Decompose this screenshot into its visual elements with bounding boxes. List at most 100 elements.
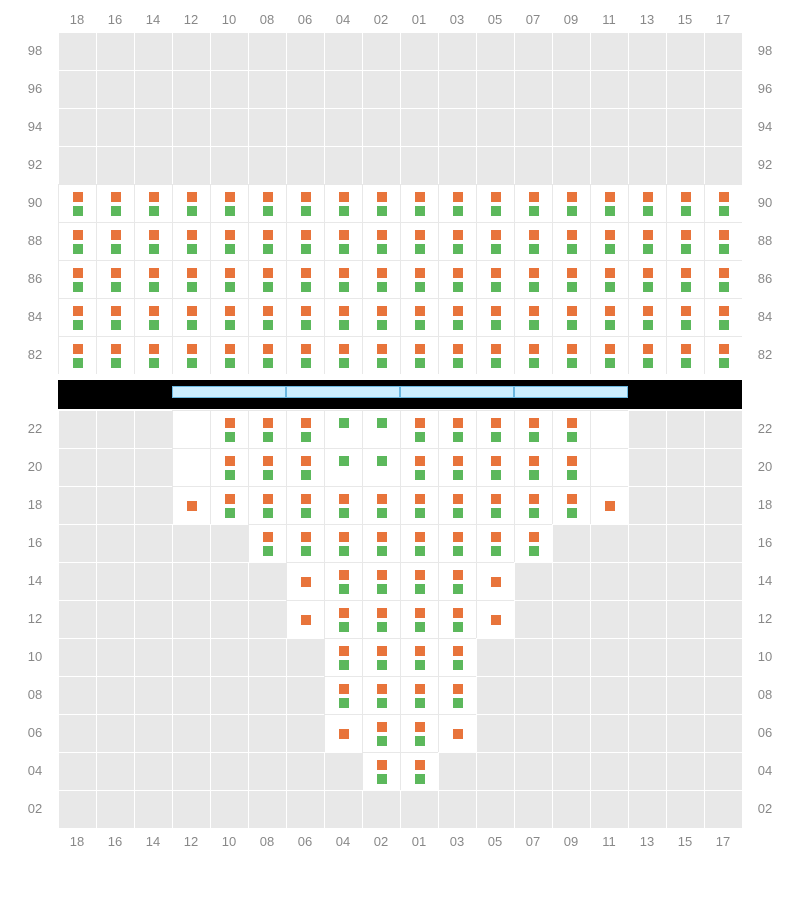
seat-cell[interactable] [400,752,438,790]
seat-cell[interactable] [362,562,400,600]
seat-cell[interactable] [514,448,552,486]
seat-cell[interactable] [134,184,172,222]
seat-cell[interactable] [514,260,552,298]
seat-cell[interactable] [590,448,628,486]
seat-cell[interactable] [552,448,590,486]
seat-cell[interactable] [58,260,96,298]
seat-cell[interactable] [286,260,324,298]
seat-cell[interactable] [362,298,400,336]
seat-cell[interactable] [400,336,438,374]
seat-cell[interactable] [134,222,172,260]
seat-cell[interactable] [400,676,438,714]
seat-cell[interactable] [476,336,514,374]
seat-cell[interactable] [134,260,172,298]
seat-cell[interactable] [666,260,704,298]
seat-cell[interactable] [248,410,286,448]
seat-cell[interactable] [628,336,666,374]
seat-cell[interactable] [514,298,552,336]
seat-cell[interactable] [324,638,362,676]
seat-cell[interactable] [438,600,476,638]
seat-cell[interactable] [476,562,514,600]
seat-cell[interactable] [134,336,172,374]
seat-cell[interactable] [438,714,476,752]
seat-cell[interactable] [438,184,476,222]
seat-cell[interactable] [96,222,134,260]
seat-cell[interactable] [590,410,628,448]
seat-cell[interactable] [400,562,438,600]
seat-cell[interactable] [172,336,210,374]
seat-cell[interactable] [400,260,438,298]
seat-cell[interactable] [438,638,476,676]
seat-cell[interactable] [210,260,248,298]
seat-cell[interactable] [324,486,362,524]
seat-cell[interactable] [362,524,400,562]
seat-cell[interactable] [590,184,628,222]
seat-cell[interactable] [248,336,286,374]
seat-cell[interactable] [476,524,514,562]
seat-cell[interactable] [324,676,362,714]
seat-cell[interactable] [628,298,666,336]
seat-cell[interactable] [362,600,400,638]
seat-cell[interactable] [666,184,704,222]
seat-cell[interactable] [552,184,590,222]
seat-cell[interactable] [248,298,286,336]
seat-cell[interactable] [704,222,742,260]
seat-cell[interactable] [552,222,590,260]
seat-cell[interactable] [248,486,286,524]
seat-cell[interactable] [400,524,438,562]
seat-cell[interactable] [628,222,666,260]
seat-cell[interactable] [514,222,552,260]
seat-cell[interactable] [96,260,134,298]
seat-cell[interactable] [666,336,704,374]
seat-cell[interactable] [210,336,248,374]
seat-cell[interactable] [286,486,324,524]
seat-cell[interactable] [58,184,96,222]
seat-cell[interactable] [400,410,438,448]
seat-cell[interactable] [438,448,476,486]
seat-cell[interactable] [438,486,476,524]
seat-cell[interactable] [172,448,210,486]
seat-cell[interactable] [286,410,324,448]
seat-cell[interactable] [172,222,210,260]
seat-cell[interactable] [362,410,400,448]
seat-cell[interactable] [248,260,286,298]
seat-cell[interactable] [248,222,286,260]
seat-cell[interactable] [400,638,438,676]
seat-cell[interactable] [552,486,590,524]
seat-cell[interactable] [210,486,248,524]
seat-cell[interactable] [590,298,628,336]
seat-cell[interactable] [362,184,400,222]
seat-cell[interactable] [324,562,362,600]
seat-cell[interactable] [400,298,438,336]
seat-cell[interactable] [400,184,438,222]
seat-cell[interactable] [96,298,134,336]
seat-cell[interactable] [590,260,628,298]
seat-cell[interactable] [704,260,742,298]
seat-cell[interactable] [666,222,704,260]
seat-cell[interactable] [286,562,324,600]
seat-cell[interactable] [248,184,286,222]
seat-cell[interactable] [324,298,362,336]
seat-cell[interactable] [400,222,438,260]
seat-cell[interactable] [552,298,590,336]
seat-cell[interactable] [286,600,324,638]
seat-cell[interactable] [438,260,476,298]
seat-cell[interactable] [400,486,438,524]
seat-cell[interactable] [400,600,438,638]
seat-cell[interactable] [476,184,514,222]
seat-cell[interactable] [704,184,742,222]
seat-cell[interactable] [210,298,248,336]
seat-cell[interactable] [210,448,248,486]
seat-cell[interactable] [476,222,514,260]
seat-cell[interactable] [324,600,362,638]
seat-cell[interactable] [514,486,552,524]
seat-cell[interactable] [324,184,362,222]
seat-cell[interactable] [286,184,324,222]
seat-cell[interactable] [590,222,628,260]
seat-cell[interactable] [324,410,362,448]
seat-cell[interactable] [58,222,96,260]
seat-cell[interactable] [514,524,552,562]
seat-cell[interactable] [324,714,362,752]
seat-cell[interactable] [286,448,324,486]
seat-cell[interactable] [552,260,590,298]
